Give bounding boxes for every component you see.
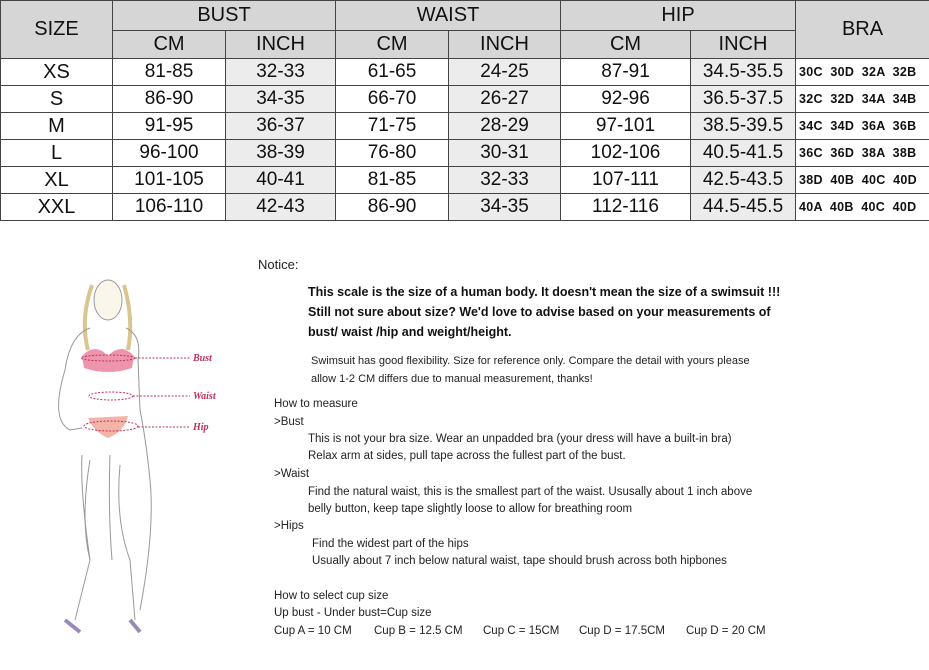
cell-hip-in: 44.5-45.5	[690, 193, 796, 221]
cell-waist-cm: 61-65	[335, 58, 449, 86]
cell-hip-cm: 102-106	[560, 139, 691, 167]
notice-title: Notice:	[258, 257, 299, 272]
cell-hip-in: 36.5-37.5	[690, 85, 796, 113]
cup-formula: Up bust - Under bust=Cup size	[274, 607, 432, 619]
notice-bold-1: This scale is the size of a human body. …	[308, 285, 781, 299]
table-row: XS 81-85 32-33 61-65 24-25 87-91 34.5-35.5 30C …	[0, 58, 929, 86]
hips-text-2: Usually about 7 inch below natural waist…	[312, 555, 727, 567]
bust-label: Bust	[192, 353, 213, 364]
notice-note-2: allow 1-2 CM differs due to manual measu…	[311, 373, 593, 385]
cell-hip-cm: 92-96	[560, 85, 691, 113]
cell-hip-in: 38.5-39.5	[690, 112, 796, 140]
cell-bust-cm: 86-90	[112, 85, 226, 113]
table-row: S 86-90 34-35 66-70 26-27 92-96 36.5-37.5 32C 3…	[0, 85, 929, 113]
cell-waist-in: 32-33	[448, 166, 561, 194]
cell-bust-cm: 96-100	[112, 139, 226, 167]
cell-bra: 30C 30D 32A 32B	[795, 58, 929, 86]
header-hip-inch: INCH	[690, 30, 796, 59]
body-measurement-figure: Bust Waist Hip	[58, 279, 217, 634]
cell-waist-in: 24-25	[448, 58, 561, 86]
measure-lines	[80, 354, 190, 432]
hips-text-1: Find the widest part of the hips	[312, 538, 469, 550]
cell-hip-cm: 87-91	[560, 58, 691, 86]
cell-hip-in: 34.5-35.5	[690, 58, 796, 86]
notice-note-1: Swimsuit has good flexibility. Size for …	[311, 355, 750, 367]
cell-bust-in: 32-33	[225, 58, 336, 86]
cell-waist-cm: 81-85	[335, 166, 449, 194]
cup-title: How to select cup size	[274, 590, 389, 602]
header-bust-inch: INCH	[225, 30, 336, 59]
header-waist-cm: CM	[335, 30, 449, 59]
header-bust: BUST	[112, 0, 336, 31]
cell-hip-in: 42.5-43.5	[690, 166, 796, 194]
cup-c: Cup C = 15CM	[483, 625, 560, 637]
cup-d-2: Cup D = 20 CM	[686, 625, 766, 637]
cell-bust-in: 34-35	[225, 85, 336, 113]
cell-hip-cm: 107-111	[560, 166, 691, 194]
cell-bra: 40A 40B 40C 40D	[795, 193, 929, 221]
cell-hip-cm: 97-101	[560, 112, 691, 140]
cell-waist-cm: 66-70	[335, 85, 449, 113]
bust-text-2: Relax arm at sides, pull tape across the…	[308, 450, 626, 462]
table-row: XL 101-105 40-41 81-85 32-33 107-111 42.5-43.5…	[0, 166, 929, 194]
table-row: XXL 106-110 42-43 86-90 34-35 112-116 44.5-45.…	[0, 193, 929, 221]
cell-waist-in: 30-31	[448, 139, 561, 167]
cell-bra: 38D 40B 40C 40D	[795, 166, 929, 194]
waist-text-2: belly button, keep tape slightly loose t…	[308, 503, 633, 515]
cell-waist-in: 28-29	[448, 112, 561, 140]
cell-size: XL	[0, 166, 113, 194]
cell-waist-in: 34-35	[448, 193, 561, 221]
cell-hip-cm: 112-116	[560, 193, 691, 221]
notice-bold-3: bust/ waist /hip and weight/height.	[308, 325, 512, 339]
bust-text-1: This is not your bra size. Wear an unpad…	[308, 433, 732, 445]
cell-bust-in: 38-39	[225, 139, 336, 167]
cell-bust-in: 42-43	[225, 193, 336, 221]
cell-bra: 32C 32D 34A 34B	[795, 85, 929, 113]
bust-title: >Bust	[274, 416, 304, 428]
cell-size: M	[0, 112, 113, 140]
header-bust-cm: CM	[112, 30, 226, 59]
cell-size: XS	[0, 58, 113, 86]
cell-bust-cm: 106-110	[112, 193, 226, 221]
waist-text-1: Find the natural waist, this is the smal…	[308, 486, 753, 498]
cell-bust-in: 36-37	[225, 112, 336, 140]
cell-size: L	[0, 139, 113, 167]
bra-drawing	[82, 349, 134, 372]
waist-title: >Waist	[274, 468, 310, 480]
cell-waist-cm: 86-90	[335, 193, 449, 221]
cell-hip-in: 40.5-41.5	[690, 139, 796, 167]
cup-b: Cup B = 12.5 CM	[374, 625, 463, 637]
cell-bra: 36C 36D 38A 38B	[795, 139, 929, 167]
cup-a: Cup A = 10 CM	[274, 625, 352, 637]
header-hip: HIP	[560, 0, 796, 31]
header-bra: BRA	[795, 0, 929, 59]
cell-size: XXL	[0, 193, 113, 221]
header-size: SIZE	[0, 0, 113, 59]
header-waist: WAIST	[335, 0, 561, 31]
cell-waist-cm: 76-80	[335, 139, 449, 167]
notice-bold-2: Still not sure about size? We'd love to …	[308, 305, 771, 319]
cell-waist-in: 26-27	[448, 85, 561, 113]
cell-bust-cm: 91-95	[112, 112, 226, 140]
cell-waist-cm: 71-75	[335, 112, 449, 140]
hip-label: Hip	[192, 422, 209, 433]
cell-bust-cm: 81-85	[112, 58, 226, 86]
waist-label: Waist	[193, 391, 217, 402]
cell-bust-cm: 101-105	[112, 166, 226, 194]
header-hip-cm: CM	[560, 30, 691, 59]
cup-d: Cup D = 17.5CM	[579, 625, 665, 637]
measure-title: How to measure	[274, 398, 358, 410]
cell-bust-in: 40-41	[225, 166, 336, 194]
cell-size: S	[0, 85, 113, 113]
briefs-drawing	[88, 416, 128, 438]
cell-bra: 34C 34D 36A 36B	[795, 112, 929, 140]
hips-title: >Hips	[274, 520, 304, 532]
figure-outline	[58, 279, 152, 634]
table-row: M 91-95 36-37 71-75 28-29 97-101 38.5-39.5 34C …	[0, 112, 929, 140]
header-waist-inch: INCH	[448, 30, 561, 59]
size-chart-table: SIZE BUST WAIST HIP BRA CM INCH CM INCH …	[0, 0, 929, 221]
table-row: L 96-100 38-39 76-80 30-31 102-106 40.5-41.5 36…	[0, 139, 929, 167]
